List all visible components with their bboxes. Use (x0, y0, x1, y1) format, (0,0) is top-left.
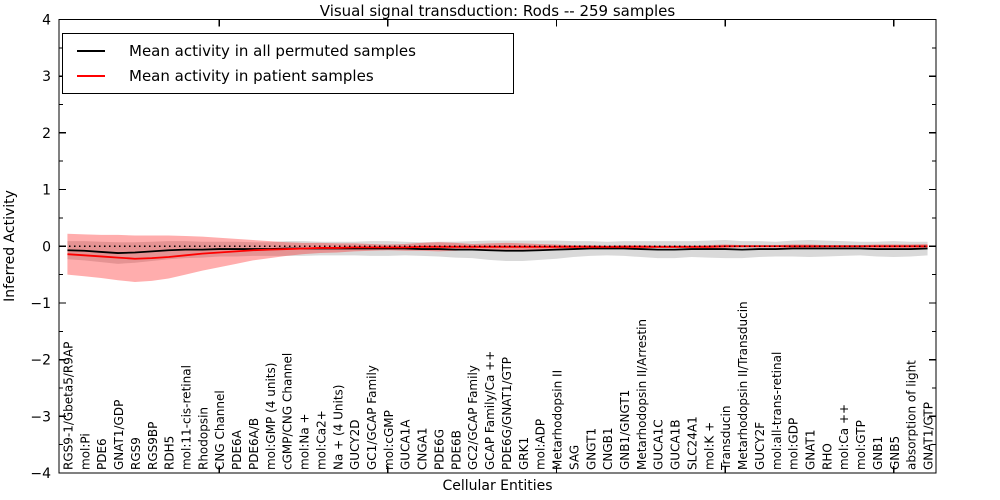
legend: Mean activity in all permuted samples Me… (62, 33, 514, 94)
y-tick-label: −4 (30, 466, 51, 482)
x-category-label: GNB1/GNGT1 (618, 390, 632, 470)
x-category-label: RGS9 (129, 437, 143, 470)
x-category-label: mol:cGMP (382, 410, 396, 470)
x-category-label: Metarhodopsin II/Transducin (736, 301, 750, 470)
x-category-label: absorption of light (905, 360, 919, 470)
x-category-label: GC1/GCAP Family (365, 365, 379, 470)
x-category-label: GUCY2D (348, 420, 362, 470)
x-category-label: RGS9-1/Gbeta5/R9AP (61, 342, 75, 470)
x-category-label: mol:GTP (854, 420, 868, 470)
x-category-label: Transducin (719, 406, 733, 471)
x-category-label: PDE6G (432, 429, 446, 470)
x-category-label: GCAP Family/Ca ++ (483, 351, 497, 470)
x-category-label: GNGT1 (584, 428, 598, 470)
x-category-label: CNGB1 (601, 427, 615, 470)
x-category-label: GC2/GCAP Family (466, 365, 480, 470)
legend-line-patient (77, 75, 105, 78)
x-category-label: mol:K + (702, 422, 716, 470)
x-category-label: PDE6G/GNAT1/GTP (500, 357, 514, 470)
y-tick-label: −3 (30, 409, 51, 425)
x-category-label: RGS9BP (146, 422, 160, 470)
x-category-label: SAG (567, 445, 581, 470)
x-category-label: mol:GMP (4 units) (264, 363, 278, 470)
x-category-label: GNB1 (871, 436, 885, 470)
x-axis-label: Cellular Entities (442, 478, 553, 494)
y-tick-label: 4 (42, 13, 51, 29)
y-tick-label: 2 (42, 126, 51, 142)
x-category-label: GNB5 (888, 436, 902, 470)
x-category-label: Metarhodopsin II (551, 370, 565, 470)
x-category-label: Na + (4 Units) (331, 384, 345, 470)
legend-item-permuted: Mean activity in all permuted samples (77, 42, 513, 60)
x-category-label: GUCA1A (399, 419, 413, 470)
x-category-label: GRK1 (517, 437, 531, 470)
y-axis-label: Inferred Activity (2, 190, 18, 302)
legend-line-permuted (77, 49, 105, 52)
x-category-label: SLC24A1 (685, 416, 699, 470)
x-category-label: PDE6A (230, 429, 244, 470)
y-tick-label: 3 (42, 69, 51, 85)
x-category-label: GNAT1/GDP (112, 400, 126, 470)
x-category-label: Metarhodopsin II/Arrestin (635, 319, 649, 470)
x-category-label: CNG Channel (213, 390, 227, 470)
legend-label-patient: Mean activity in patient samples (129, 67, 374, 86)
legend-item-patient: Mean activity in patient samples (77, 67, 513, 85)
x-category-label: PDE6A/B (247, 418, 261, 470)
y-tick-label: 1 (42, 183, 51, 199)
x-category-label: mol:Na + (298, 413, 312, 470)
x-category-label: RHO (820, 443, 834, 470)
legend-label-permuted: Mean activity in all permuted samples (129, 41, 416, 60)
mean-line-permuted (67, 247, 928, 254)
x-category-label: GUCA1C (652, 419, 666, 470)
chart-title: Visual signal transduction: Rods -- 259 … (319, 2, 676, 20)
y-tick-label: −2 (30, 353, 51, 369)
x-category-label: CNGA1 (416, 428, 430, 471)
x-category-label: mol:all-trans-retinal (770, 352, 784, 470)
x-category-label: GUCA1B (669, 419, 683, 470)
x-category-label: mol:11-cis-retinal (179, 365, 193, 470)
x-category-label: mol:Ca2+ (314, 410, 328, 470)
x-category-label: mol:GDP (787, 418, 801, 470)
y-tick-label: 0 (42, 239, 51, 255)
y-tick-label: −1 (30, 296, 51, 312)
x-category-label: GUCY2F (753, 422, 767, 470)
x-category-label: GNAT1/GTP (922, 402, 936, 470)
x-category-label: mol:Ca ++ (837, 404, 851, 470)
x-category-label: RDH5 (163, 436, 177, 470)
x-category-label: cGMP/CNG Channel (281, 353, 295, 470)
x-category-label: PDE6B (449, 430, 463, 470)
x-category-label: Rhodopsin (196, 407, 210, 470)
x-category-label: mol:Pi (78, 433, 92, 470)
x-category-label: GNAT1 (804, 429, 818, 470)
x-category-label: PDE6 (95, 438, 109, 470)
x-category-label: mol:ADP (534, 419, 548, 470)
